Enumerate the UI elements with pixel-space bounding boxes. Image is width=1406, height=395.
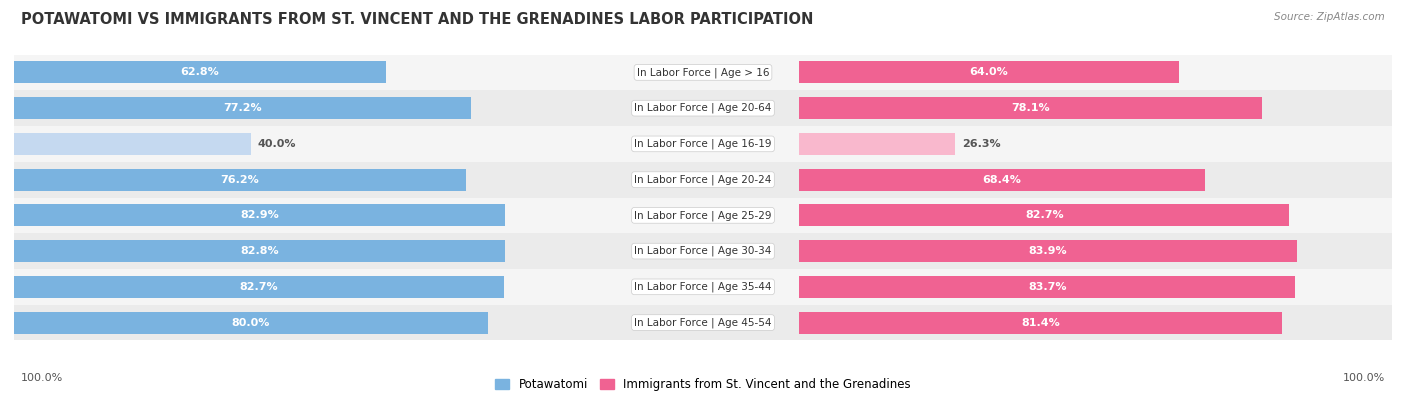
Text: 68.4%: 68.4%: [983, 175, 1022, 184]
Bar: [14, 55, 1392, 90]
Bar: [14, 312, 488, 334]
Bar: [14, 276, 503, 298]
Bar: [800, 169, 1205, 191]
Text: 82.7%: 82.7%: [240, 282, 278, 292]
Bar: [800, 204, 1289, 226]
Bar: [14, 61, 387, 83]
Text: In Labor Force | Age 20-24: In Labor Force | Age 20-24: [634, 174, 772, 185]
Bar: [800, 276, 1295, 298]
Bar: [14, 133, 252, 155]
Bar: [800, 133, 955, 155]
Text: 77.2%: 77.2%: [224, 103, 262, 113]
Bar: [14, 305, 1392, 340]
Bar: [800, 97, 1263, 119]
Legend: Potawatomi, Immigrants from St. Vincent and the Grenadines: Potawatomi, Immigrants from St. Vincent …: [491, 373, 915, 395]
Text: In Labor Force | Age 20-64: In Labor Force | Age 20-64: [634, 103, 772, 113]
Bar: [14, 240, 505, 262]
Bar: [14, 198, 1392, 233]
Text: 82.8%: 82.8%: [240, 246, 278, 256]
Text: In Labor Force | Age 25-29: In Labor Force | Age 25-29: [634, 210, 772, 221]
Bar: [800, 312, 1282, 334]
Bar: [14, 90, 1392, 126]
Text: 100.0%: 100.0%: [21, 373, 63, 383]
Bar: [800, 240, 1296, 262]
Text: 83.7%: 83.7%: [1028, 282, 1067, 292]
Bar: [14, 169, 465, 191]
Text: POTAWATOMI VS IMMIGRANTS FROM ST. VINCENT AND THE GRENADINES LABOR PARTICIPATION: POTAWATOMI VS IMMIGRANTS FROM ST. VINCEN…: [21, 12, 814, 27]
Text: 83.9%: 83.9%: [1029, 246, 1067, 256]
Text: 76.2%: 76.2%: [221, 175, 259, 184]
Text: In Labor Force | Age 45-54: In Labor Force | Age 45-54: [634, 317, 772, 328]
Bar: [14, 126, 1392, 162]
Text: In Labor Force | Age 16-19: In Labor Force | Age 16-19: [634, 139, 772, 149]
Bar: [14, 269, 1392, 305]
Text: 100.0%: 100.0%: [1343, 373, 1385, 383]
Text: In Labor Force | Age 30-34: In Labor Force | Age 30-34: [634, 246, 772, 256]
Bar: [14, 97, 471, 119]
Text: 78.1%: 78.1%: [1011, 103, 1050, 113]
Text: 82.7%: 82.7%: [1025, 211, 1064, 220]
Text: 82.9%: 82.9%: [240, 211, 278, 220]
Bar: [14, 233, 1392, 269]
Bar: [14, 162, 1392, 198]
Text: In Labor Force | Age > 16: In Labor Force | Age > 16: [637, 67, 769, 78]
Bar: [800, 61, 1178, 83]
Text: 40.0%: 40.0%: [257, 139, 297, 149]
Text: 26.3%: 26.3%: [962, 139, 1001, 149]
Bar: [14, 204, 505, 226]
Text: 64.0%: 64.0%: [970, 68, 1008, 77]
Text: 81.4%: 81.4%: [1021, 318, 1060, 327]
Text: 80.0%: 80.0%: [232, 318, 270, 327]
Text: In Labor Force | Age 35-44: In Labor Force | Age 35-44: [634, 282, 772, 292]
Text: Source: ZipAtlas.com: Source: ZipAtlas.com: [1274, 12, 1385, 22]
Text: 62.8%: 62.8%: [181, 68, 219, 77]
